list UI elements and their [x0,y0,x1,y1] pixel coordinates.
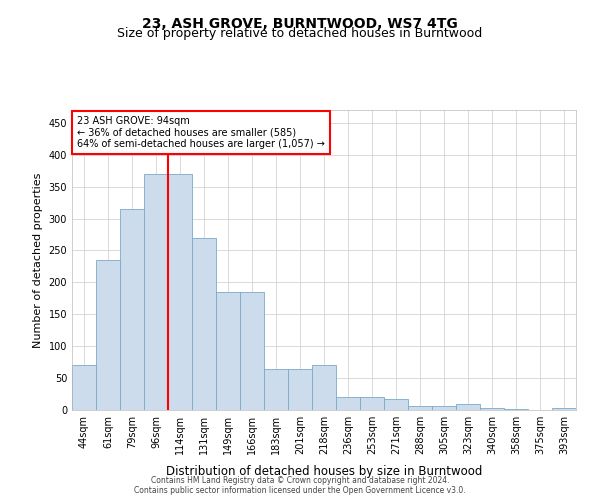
Bar [288,368,312,410]
Bar [72,366,96,410]
Text: 23 ASH GROVE: 94sqm
← 36% of detached houses are smaller (585)
64% of semi-detac: 23 ASH GROVE: 94sqm ← 36% of detached ho… [77,116,325,149]
Bar [432,406,456,410]
Bar [408,406,432,410]
Bar [120,209,144,410]
Y-axis label: Number of detached properties: Number of detached properties [33,172,43,348]
Bar [264,368,288,410]
Bar [216,292,240,410]
Bar [144,174,168,410]
Bar [552,408,576,410]
Bar [360,397,384,410]
Bar [504,408,528,410]
X-axis label: Distribution of detached houses by size in Burntwood: Distribution of detached houses by size … [166,466,482,478]
Bar [240,292,264,410]
Bar [96,260,120,410]
Bar [384,399,408,410]
Bar [336,397,360,410]
Bar [168,174,192,410]
Text: Contains HM Land Registry data © Crown copyright and database right 2024.
Contai: Contains HM Land Registry data © Crown c… [134,476,466,495]
Text: 23, ASH GROVE, BURNTWOOD, WS7 4TG: 23, ASH GROVE, BURNTWOOD, WS7 4TG [142,18,458,32]
Text: Size of property relative to detached houses in Burntwood: Size of property relative to detached ho… [118,28,482,40]
Bar [480,408,504,410]
Bar [312,366,336,410]
Bar [192,238,216,410]
Bar [456,404,480,410]
